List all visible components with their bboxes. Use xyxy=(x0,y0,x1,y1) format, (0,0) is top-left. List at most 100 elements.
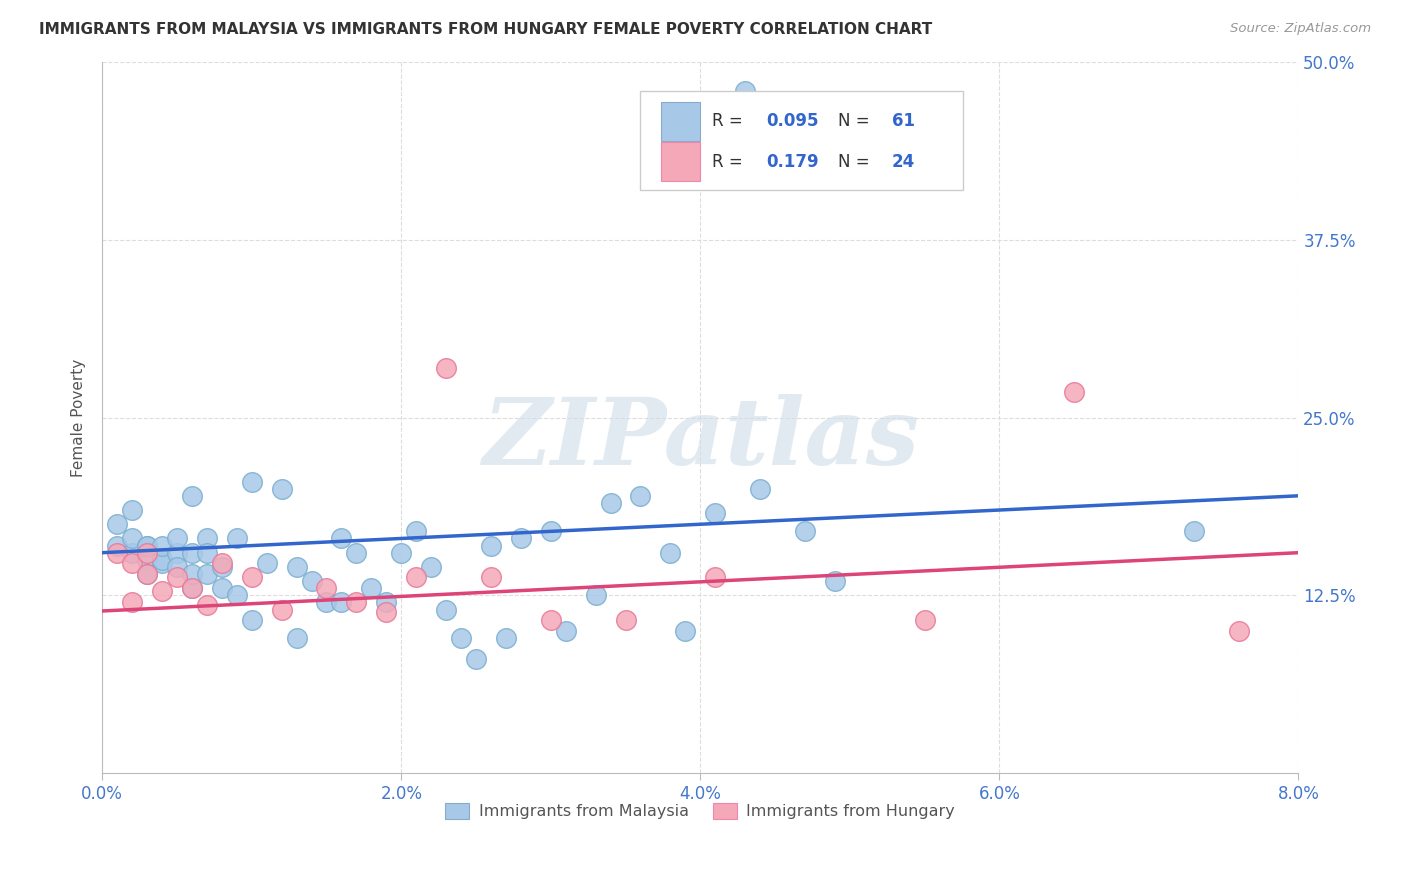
Point xyxy=(479,570,502,584)
Point xyxy=(105,546,128,560)
Point xyxy=(301,574,323,588)
Point xyxy=(420,560,443,574)
Point xyxy=(121,546,143,560)
Point xyxy=(211,556,233,570)
Point xyxy=(225,532,247,546)
Point xyxy=(195,599,218,613)
FancyBboxPatch shape xyxy=(661,142,700,181)
Point xyxy=(285,631,308,645)
Point xyxy=(495,631,517,645)
Point xyxy=(136,539,159,553)
Text: Source: ZipAtlas.com: Source: ZipAtlas.com xyxy=(1230,22,1371,36)
Point xyxy=(181,567,204,582)
Point xyxy=(181,546,204,560)
Point xyxy=(150,539,173,553)
Point xyxy=(405,524,427,539)
Point xyxy=(136,567,159,582)
Point xyxy=(256,556,278,570)
Point xyxy=(121,595,143,609)
Legend: Immigrants from Malaysia, Immigrants from Hungary: Immigrants from Malaysia, Immigrants fro… xyxy=(439,797,962,825)
FancyBboxPatch shape xyxy=(661,102,700,141)
Point xyxy=(344,595,367,609)
Point xyxy=(1063,384,1085,399)
Point xyxy=(270,482,292,496)
Point xyxy=(330,532,353,546)
Text: ZIPatlas: ZIPatlas xyxy=(482,394,918,484)
Point xyxy=(479,539,502,553)
Point xyxy=(121,532,143,546)
Point xyxy=(824,574,846,588)
Point xyxy=(150,553,173,567)
Point xyxy=(330,595,353,609)
Point xyxy=(540,524,562,539)
Point xyxy=(554,624,576,638)
Point xyxy=(270,602,292,616)
Point xyxy=(434,360,457,375)
Point xyxy=(450,631,472,645)
Point xyxy=(240,475,263,489)
Point xyxy=(509,532,531,546)
Point xyxy=(375,606,398,620)
Text: 24: 24 xyxy=(891,153,915,170)
Point xyxy=(315,595,337,609)
Point xyxy=(375,595,398,609)
Point xyxy=(240,570,263,584)
Point xyxy=(166,560,188,574)
Point xyxy=(166,546,188,560)
Point xyxy=(315,581,337,595)
Point xyxy=(195,546,218,560)
Point xyxy=(240,613,263,627)
Point xyxy=(585,588,607,602)
Point xyxy=(181,581,204,595)
Point xyxy=(659,546,682,560)
Point xyxy=(225,588,247,602)
Text: N =: N = xyxy=(838,112,875,130)
Text: 0.179: 0.179 xyxy=(766,153,818,170)
Point xyxy=(150,556,173,570)
Point xyxy=(540,613,562,627)
Point xyxy=(211,581,233,595)
Point xyxy=(136,546,159,560)
Point xyxy=(1182,524,1205,539)
Point xyxy=(1227,624,1250,638)
Y-axis label: Female Poverty: Female Poverty xyxy=(72,359,86,476)
Text: IMMIGRANTS FROM MALAYSIA VS IMMIGRANTS FROM HUNGARY FEMALE POVERTY CORRELATION C: IMMIGRANTS FROM MALAYSIA VS IMMIGRANTS F… xyxy=(39,22,932,37)
Point xyxy=(211,560,233,574)
Point xyxy=(344,546,367,560)
Point xyxy=(734,84,756,98)
Text: 61: 61 xyxy=(891,112,915,130)
Point xyxy=(150,584,173,599)
Text: R =: R = xyxy=(713,153,748,170)
Point xyxy=(121,503,143,517)
Point xyxy=(360,581,382,595)
Point xyxy=(673,624,696,638)
Point xyxy=(136,539,159,553)
Point xyxy=(136,553,159,567)
Point xyxy=(105,539,128,553)
Point xyxy=(434,602,457,616)
Point xyxy=(794,524,817,539)
Point xyxy=(166,532,188,546)
Point xyxy=(121,556,143,570)
Point xyxy=(105,517,128,532)
Point xyxy=(614,613,637,627)
Point xyxy=(630,489,652,503)
Point xyxy=(914,613,936,627)
Point xyxy=(136,567,159,582)
Point xyxy=(599,496,621,510)
Point xyxy=(405,570,427,584)
Text: N =: N = xyxy=(838,153,875,170)
Point xyxy=(389,546,412,560)
Point xyxy=(195,532,218,546)
Point xyxy=(285,560,308,574)
Point xyxy=(465,652,488,666)
Point xyxy=(181,489,204,503)
Point xyxy=(181,581,204,595)
Point xyxy=(704,506,727,520)
Point xyxy=(749,482,772,496)
Point xyxy=(704,570,727,584)
Text: 0.095: 0.095 xyxy=(766,112,818,130)
FancyBboxPatch shape xyxy=(641,91,963,190)
Text: R =: R = xyxy=(713,112,748,130)
Point xyxy=(166,570,188,584)
